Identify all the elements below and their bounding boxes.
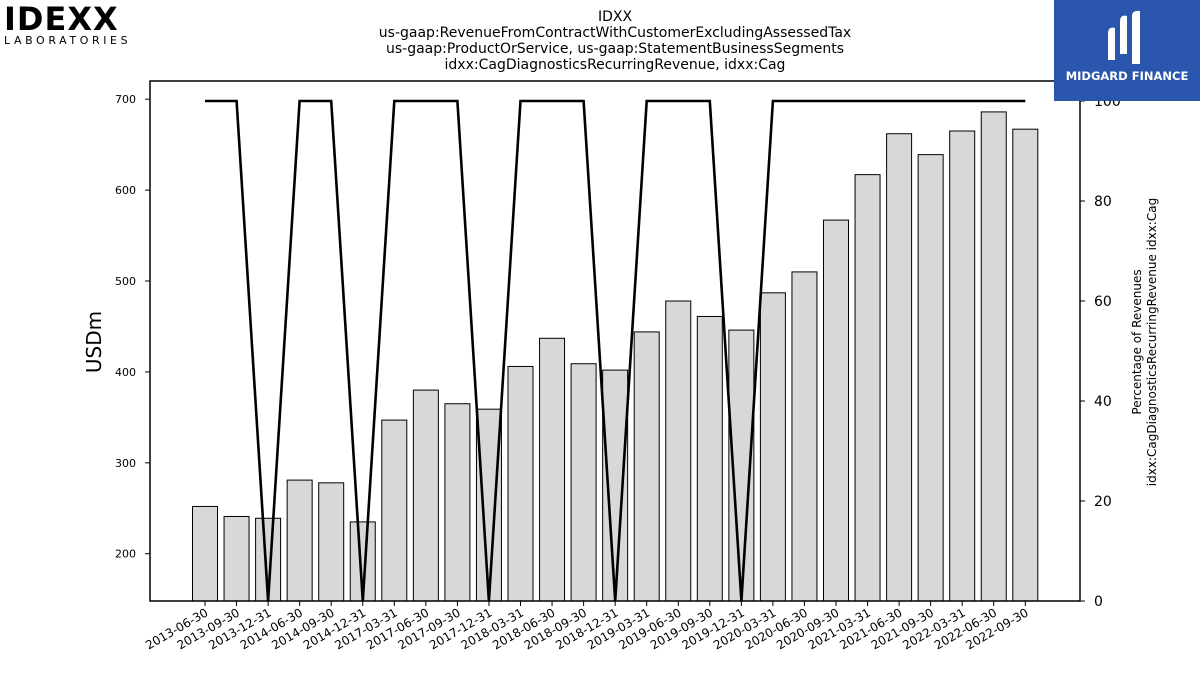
chart-subtitle-line-3: idxx:CagDiagnosticsRecurringRevenue, idx… [445,57,786,73]
bar-2020-03-31 [759,292,786,602]
bar-2019-09-30 [696,315,723,602]
bar-2022-09-30 [1012,128,1039,602]
bar-2013-09-30 [223,515,250,602]
right-tick-label: 40 [1094,394,1112,410]
left-tick-label: 300 [115,457,136,470]
right-tick-label: 0 [1094,594,1103,610]
bar-2021-06-30 [886,133,913,602]
left-tick-label: 200 [115,548,136,561]
left-tick-label: 600 [115,184,136,197]
midgard-finance-logo: MIDGARD FINANCE [1054,0,1200,101]
left-tick-label: 400 [115,366,136,379]
right-tick-label: 20 [1094,494,1112,510]
idexx-logo: IDEXX LABORATORIES [4,0,154,52]
bar-2018-06-30 [539,337,566,602]
left-tick-label: 700 [115,93,136,106]
right-tick-label: 80 [1094,194,1112,210]
bar-2017-09-30 [444,403,471,602]
bar-2021-09-30 [917,154,944,602]
chart-subtitle-line-2: us-gaap:ProductOrService, us-gaap:Statem… [386,41,844,57]
bar-2017-06-30 [412,389,439,602]
bar-2018-09-30 [570,363,597,602]
bar-2019-06-30 [665,300,692,602]
midgard-mark-icon [1108,10,1140,64]
bar-2017-03-31 [381,419,408,602]
idexx-logo-word: IDEXX [4,0,119,38]
x-axis-ticks: 2013-06-302013-09-302013-12-312014-06-30… [143,601,1031,652]
left-tick-label: 500 [115,275,136,288]
bar-2014-06-30 [286,479,313,602]
bar-2022-06-30 [980,111,1007,602]
idexx-logo-sub: LABORATORIES [4,34,132,47]
bars-layer [192,111,1039,602]
bar-2022-03-31 [949,130,976,602]
bar-2021-03-31 [854,174,881,602]
y-axis-label-left: USDm [82,311,106,373]
chart-subtitle-line-1: us-gaap:RevenueFromContractWithCustomerE… [379,25,851,41]
bar-2017-12-31 [475,408,502,602]
bar-2019-03-31 [633,331,660,602]
bar-2020-09-30 [823,219,849,602]
bar-2020-06-30 [791,271,818,602]
bar-2013-06-30 [192,505,218,602]
bar-2014-09-30 [318,482,345,602]
midgard-brand-name: MIDGARD FINANCE [1065,69,1189,83]
right-tick-label: 60 [1094,294,1112,310]
bar-2018-12-31 [602,369,629,602]
bar-2018-03-31 [507,365,534,602]
y-axis-label-right-line-2: idxx:CagDiagnosticsRecurringRevenue idxx… [1145,198,1159,486]
y-axis-label-right-line-1: Percentage of Revenues [1130,269,1144,414]
left-axis-ticks: 200 300 400 500 600 700 [115,93,150,561]
chart-title: IDXX [598,9,633,25]
